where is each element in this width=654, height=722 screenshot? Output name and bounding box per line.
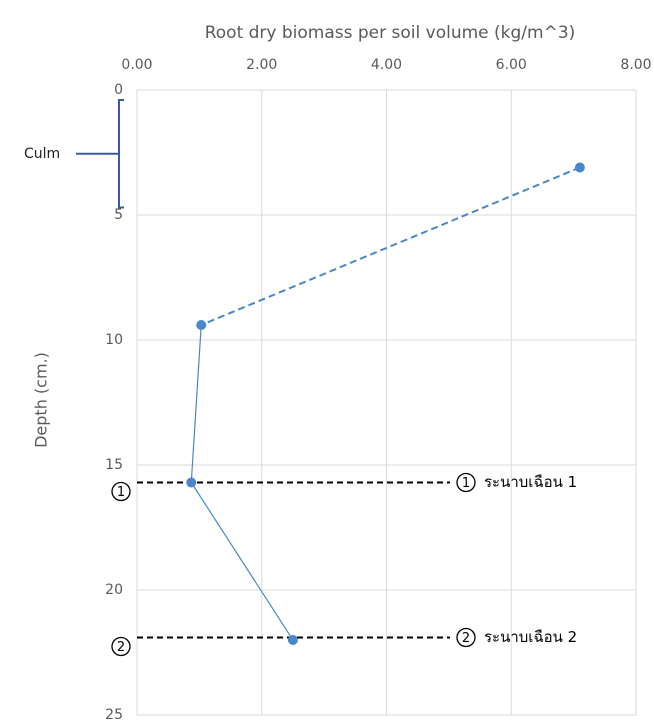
marker-circle [111,636,131,657]
point [574,162,585,173]
reference-label: ระนาบเฉือน 1 [484,473,577,491]
x-tick-label: 0.00 [121,57,152,73]
line-segment [190,482,294,641]
point [186,477,197,488]
chart-title: Root dry biomass per soil volume (kg/m^3… [205,23,576,43]
marker-circle [111,481,131,502]
bracket-label: Culm [24,146,60,162]
line-segment [200,166,581,326]
x-tick-label: 2.00 [246,57,277,73]
x-tick-label: 6.00 [496,57,527,73]
point [287,635,298,645]
x-tick-label: 4.00 [371,57,402,73]
marker-number: 1 [462,476,470,491]
marker-number: 2 [462,631,470,646]
y-tick-label: 15 [105,457,123,473]
marker-number: 2 [117,640,125,655]
y-axis-label: Depth (cm.) [32,352,51,448]
line-segment [190,324,202,483]
point [196,320,207,330]
y-tick-label: 20 [105,582,123,598]
marker-circle [456,472,476,493]
marker-number: 1 [117,485,125,500]
reference-label: ระนาบเฉือน 2 [484,628,577,646]
marker-circle [456,627,476,648]
y-tick-label: 25 [105,707,123,722]
y-tick-label: 5 [114,207,123,223]
bracket [118,99,124,209]
x-tick-label: 8.00 [620,57,651,73]
y-tick-label: 0 [114,82,123,98]
y-tick-label: 10 [105,332,123,348]
